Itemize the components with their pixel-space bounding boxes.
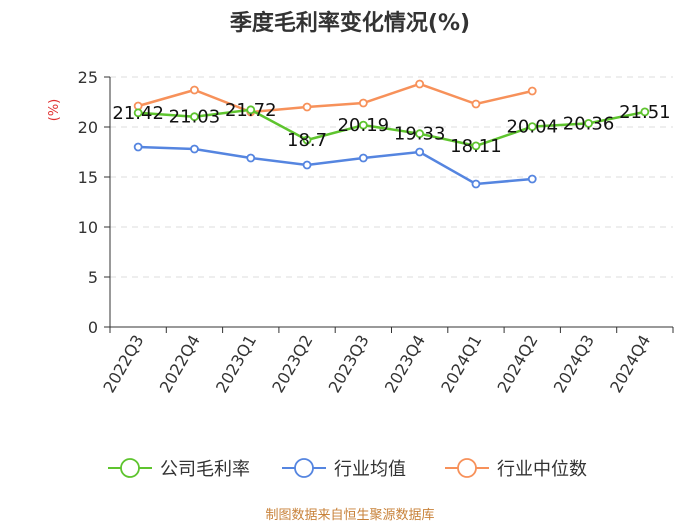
y-tick-labels: 0 5 10 15 20 25	[78, 68, 98, 337]
data-point	[584, 119, 593, 128]
data-label: 21.03	[169, 107, 221, 128]
legend-label: 公司毛利率	[160, 459, 250, 480]
data-point	[358, 120, 368, 130]
data-label: 18.7	[287, 130, 327, 151]
x-tick-label: 2023Q1	[212, 332, 260, 396]
series-line	[138, 145, 533, 186]
data-point	[471, 141, 481, 151]
x-tick-label: 2024Q1	[437, 332, 485, 396]
data-point	[190, 112, 199, 122]
data-point	[415, 79, 425, 89]
axes	[104, 76, 674, 333]
series-line	[138, 108, 646, 148]
legend-item: 行业中位数	[445, 458, 587, 480]
x-tick-label: 2023Q2	[268, 332, 316, 396]
legend-marker	[294, 458, 314, 478]
x-tick-label: 2024Q2	[494, 332, 542, 396]
source-note: 制图数据来自恒生聚源数据库	[265, 507, 434, 523]
data-point	[527, 86, 537, 96]
data-label: 21.72	[225, 100, 277, 121]
data-point	[415, 129, 425, 139]
data-label: 20.04	[506, 117, 558, 138]
data-point	[133, 108, 143, 118]
data-label: 21.51	[619, 102, 671, 123]
series-0	[133, 105, 650, 151]
data-point	[358, 153, 368, 163]
y-axis-label: (%)	[47, 99, 62, 122]
legend-marker	[457, 458, 477, 478]
chart-title: 季度毛利率变化情况(%)	[230, 10, 470, 36]
data-point	[527, 174, 537, 184]
x-tick-label: 2022Q3	[99, 332, 147, 396]
x-tick-label: 2022Q4	[156, 332, 204, 396]
data-point	[415, 147, 425, 157]
data-label: 19.33	[394, 124, 446, 145]
legend-item: 行业均值	[282, 458, 406, 480]
data-point	[246, 153, 256, 163]
y-tick-label: 25	[78, 68, 98, 87]
y-tick-label: 20	[78, 118, 98, 137]
data-point	[246, 105, 256, 115]
legend-label: 行业中位数	[497, 459, 587, 480]
y-tick-label: 15	[78, 168, 98, 187]
data-point	[133, 142, 143, 152]
x-tick-label: 2023Q4	[381, 332, 429, 396]
gridlines	[110, 76, 673, 278]
x-tick-label: 2023Q3	[325, 332, 373, 396]
data-label: 20.19	[338, 115, 390, 136]
legend-label: 行业均值	[334, 459, 406, 480]
data-point	[471, 99, 481, 109]
y-tick-label: 0	[88, 318, 98, 337]
data-point	[302, 102, 312, 112]
data-point	[190, 85, 199, 95]
legend: 公司毛利率 行业均值 行业中位数	[108, 458, 587, 480]
data-point	[527, 122, 537, 131]
data-point	[358, 98, 368, 108]
y-tick-label: 10	[78, 218, 98, 237]
data-label: 21.42	[112, 103, 164, 124]
x-tick-label: 2024Q3	[550, 332, 598, 396]
x-tick-labels: 2022Q3 2022Q4 2023Q1 2023Q2 2023Q3 2023Q4 2024…	[99, 332, 654, 396]
x-tick-label: 2024Q4	[606, 332, 654, 396]
data-label: 20.36	[563, 113, 615, 134]
series-line	[137, 82, 533, 114]
y-tick-label: 5	[88, 268, 98, 287]
legend-item: 公司毛利率	[108, 458, 250, 480]
series-2	[133, 79, 537, 117]
series-1	[133, 142, 537, 189]
data-point	[302, 160, 312, 170]
data-point	[190, 144, 199, 154]
data-label: 18.11	[450, 136, 502, 157]
series-layer	[133, 79, 650, 189]
data-point	[471, 179, 481, 189]
data-point	[302, 135, 312, 145]
legend-marker	[120, 458, 140, 478]
data-point	[640, 107, 650, 117]
